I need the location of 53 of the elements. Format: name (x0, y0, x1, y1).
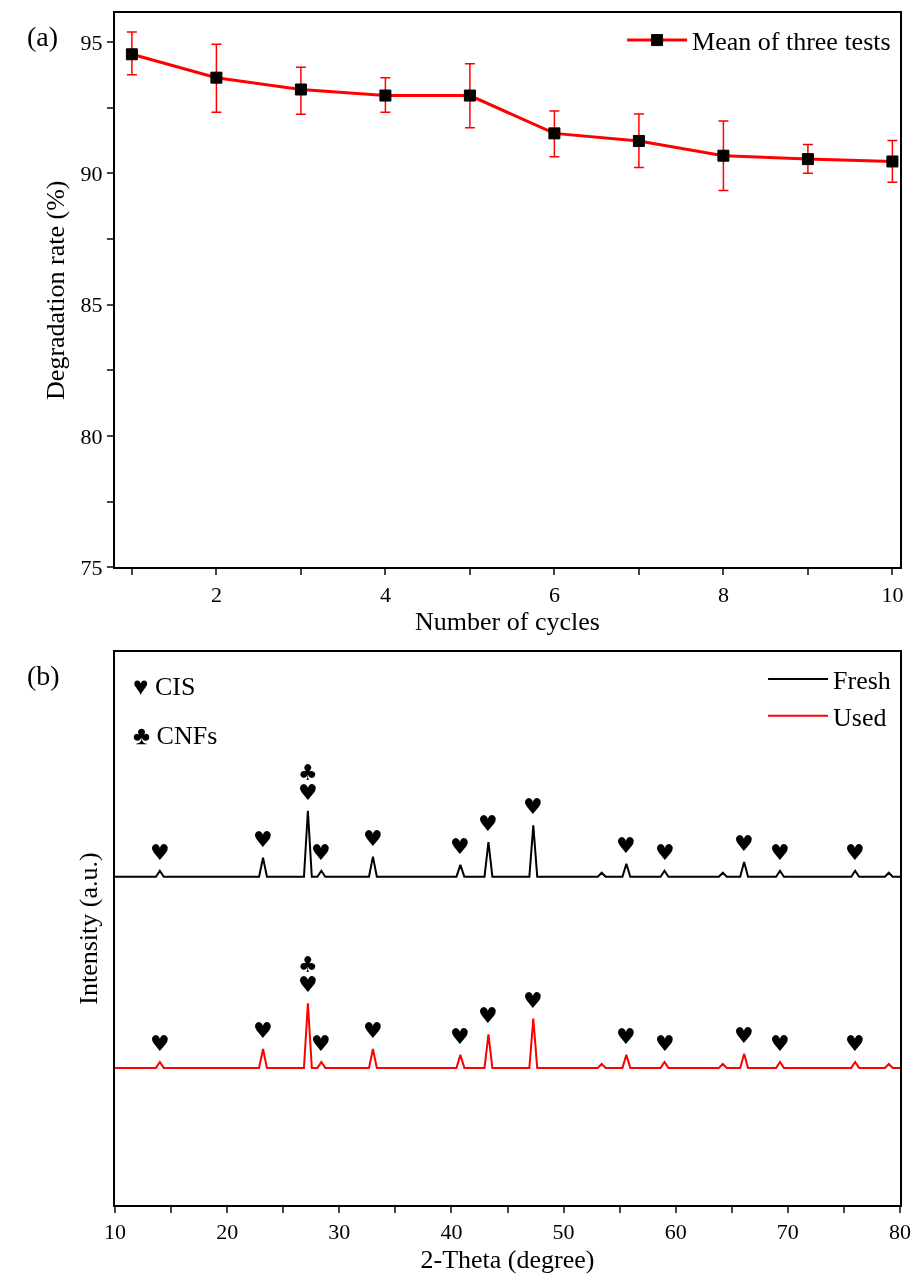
y-tick-label: 80 (80, 423, 103, 449)
x-tick-label: 10 (104, 1219, 126, 1245)
x-tick-label: 80 (889, 1219, 911, 1245)
x-tick-label: 6 (548, 581, 560, 607)
y-tick-label: 90 (80, 161, 103, 186)
x-tick-label: 8 (717, 581, 729, 607)
annotation: ♥ (363, 1018, 383, 1043)
annotation: ♥ (616, 1024, 636, 1049)
annotation: ♥ (523, 988, 543, 1013)
x-tick-label: 10 (881, 581, 904, 607)
y-tick-label: 85 (80, 292, 103, 318)
annotation: ♥ (150, 840, 170, 865)
x-tick-label: 30 (328, 1219, 351, 1245)
annotation: ♥ (770, 840, 790, 865)
text: ♥ CIS (133, 672, 196, 701)
y-tick-label: 75 (80, 555, 103, 581)
x-tick-label: 40 (440, 1219, 463, 1245)
x-tick-label: 70 (776, 1219, 799, 1245)
x-axis-title: Number of cycles (415, 606, 600, 636)
annotation: ♥ (253, 1018, 273, 1043)
annotation: ♥ (478, 811, 498, 836)
annotation: ♥ (450, 1024, 470, 1049)
x-tick-label: 20 (216, 1219, 239, 1245)
x-tick-label: 4 (379, 581, 391, 607)
annotation: ♥ (770, 1031, 790, 1056)
legend-label: Mean of three tests (692, 27, 891, 57)
annotation: ♥ (478, 1003, 498, 1028)
y-tick-label: 95 (80, 29, 103, 55)
text: (a) (27, 21, 59, 52)
y-axis-title: Degradation rate (%) (41, 180, 71, 400)
annotation: ♥ (311, 840, 331, 865)
x-tick-label: 2 (210, 581, 222, 607)
legend-label: Used (833, 702, 887, 732)
annotation: ♥ (734, 1023, 754, 1048)
x-tick-label: 50 (552, 1219, 575, 1245)
annotation: ♥ (363, 826, 383, 851)
x-tick-label: 60 (664, 1219, 687, 1245)
text: (b) (27, 660, 60, 691)
annotation: ♥ (311, 1031, 331, 1056)
annotation: ♥ (523, 794, 543, 819)
annotation: ♥ (655, 1031, 675, 1056)
annotation: ♥ (616, 833, 636, 858)
text: ♣ CNFs (133, 721, 218, 750)
annotation: ♥ (734, 831, 754, 856)
y-axis-title: Intensity (a.u.) (73, 852, 103, 1005)
annotation: ♥ (845, 840, 865, 865)
annotation: ♥ (150, 1031, 170, 1056)
annotation: ♥ (450, 834, 470, 859)
annotation: ♥ (655, 840, 675, 865)
annotation: ♥ (253, 827, 273, 852)
legend-label: Fresh (833, 666, 891, 696)
x-axis-title: 2-Theta (degree) (420, 1244, 595, 1274)
annotation: ♥ (845, 1031, 865, 1056)
